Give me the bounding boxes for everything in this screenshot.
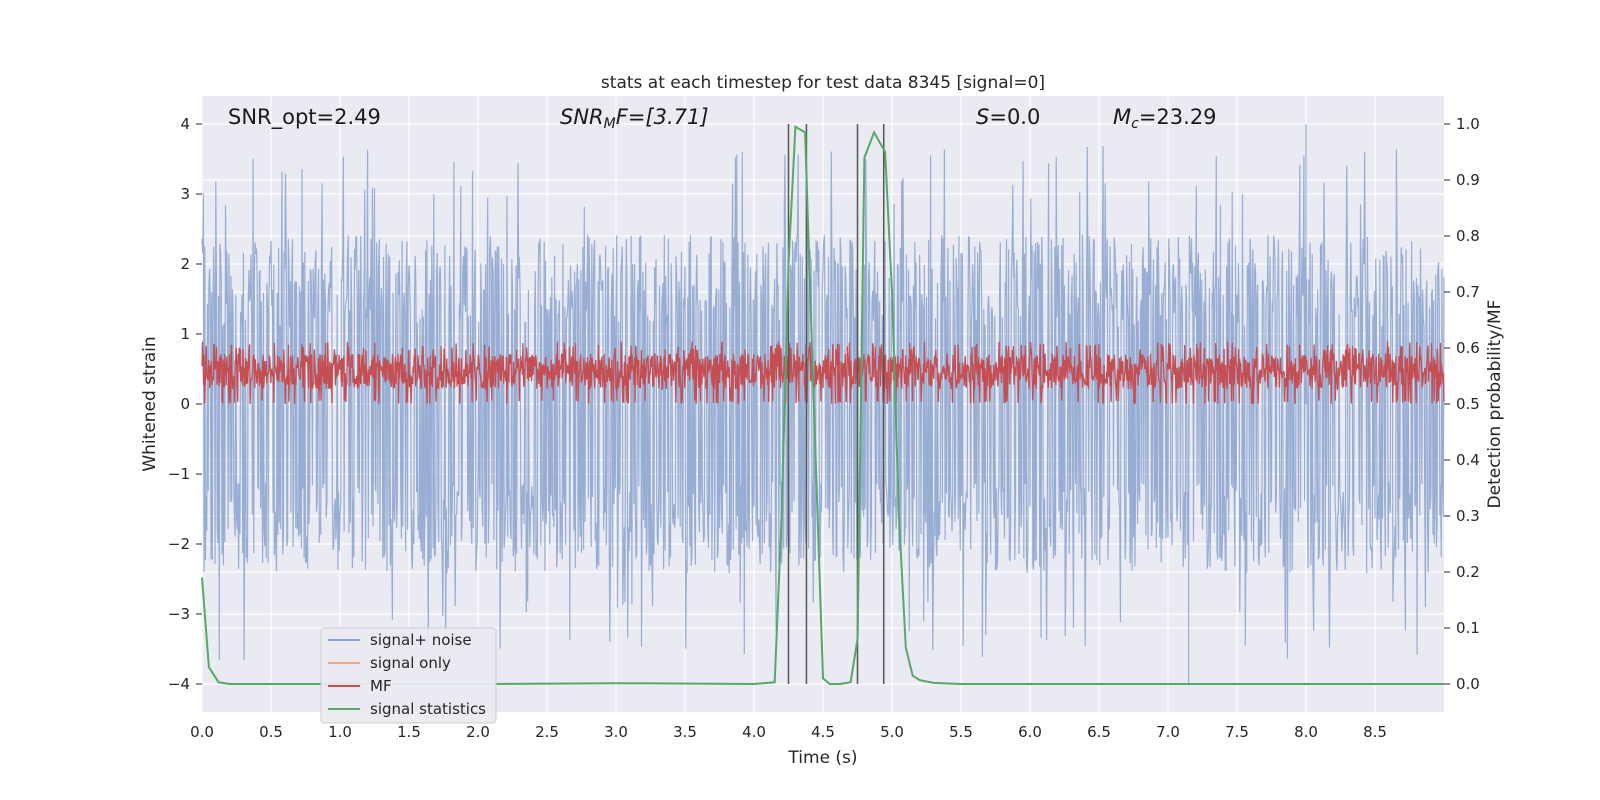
annotation-snr-mf: SNRMF=[3.71] (560, 105, 709, 132)
x-tick-label: 0.5 (259, 723, 283, 741)
y-right-tick-label: 0.8 (1456, 227, 1480, 245)
y-tick-label: −1 (168, 465, 190, 483)
annotation-mc: Mc=23.29 (1113, 105, 1217, 132)
x-tick-label: 5.5 (949, 723, 973, 741)
x-tick-label: 5.0 (880, 723, 904, 741)
x-tick-label: 7.0 (1156, 723, 1180, 741)
y-right-tick-label: 0.2 (1456, 563, 1480, 581)
legend-box (320, 627, 497, 724)
y-tick-label: 2 (180, 255, 190, 273)
x-tick-label: 3.5 (673, 723, 697, 741)
y-tick-label: −2 (168, 535, 190, 553)
y-tick-label: 3 (180, 185, 190, 203)
axes: 0.0 0.5 1.0 1.5 2.0 2.5 3.0 3.5 4.0 4.5 5.0 5.5 6.0 6… (168, 115, 1480, 741)
x-tick-label: 6.0 (1018, 723, 1042, 741)
y-right-tick-label: 0.4 (1456, 451, 1480, 469)
y-right-tick-label: 0.3 (1456, 507, 1480, 525)
legend-label-signal-only: signal only (370, 654, 451, 672)
x-axis-label: Time (s) (787, 748, 857, 768)
grid (201, 96, 1444, 712)
vertical-lines (787, 124, 885, 684)
y-axis-right-label: Detection probability/MF (1485, 300, 1505, 509)
legend-label-mf: MF (370, 677, 392, 695)
x-tick-label: 0.0 (190, 723, 214, 741)
annotation-snr-opt: SNR_opt=2.49 (228, 105, 381, 130)
chart-title: stats at each timestep for test data 834… (601, 73, 1045, 93)
x-tick-label: 4.0 (742, 723, 766, 741)
annotation-s: S=0.0 (976, 105, 1040, 129)
legend: signal+ noise signal only MF signal stat… (320, 627, 497, 724)
y-right-tick-label: 0.9 (1456, 171, 1480, 189)
y-tick-label: −4 (168, 675, 190, 693)
y-tick-label: −3 (168, 605, 190, 623)
y-right-tick-label: 0.6 (1456, 339, 1480, 357)
x-tick-label: 7.5 (1225, 723, 1249, 741)
mf-series (201, 341, 1445, 406)
x-tick-label: 1.5 (397, 723, 421, 741)
x-tick-label: 8.0 (1294, 723, 1318, 741)
y-right-tick-label: 1.0 (1456, 115, 1480, 133)
legend-label-signal-statistics: signal statistics (370, 700, 486, 718)
x-tick-label: 2.5 (535, 723, 559, 741)
mf-line (201, 341, 1445, 406)
x-tick-label: 3.0 (604, 723, 628, 741)
legend-label-signal-noise: signal+ noise (370, 631, 472, 649)
y-axis-label: Whitened strain (140, 336, 160, 471)
y-right-tick-label: 0.7 (1456, 283, 1480, 301)
y-right-tick-label: 0.0 (1456, 675, 1480, 693)
x-tick-label: 1.0 (328, 723, 352, 741)
y-tick-label: 4 (180, 115, 190, 133)
x-tick-label: 6.5 (1087, 723, 1111, 741)
y-right-tick-label: 0.5 (1456, 395, 1480, 413)
y-right-tick-label: 0.1 (1456, 619, 1480, 637)
y-tick-label: 0 (180, 395, 190, 413)
x-tick-label: 8.5 (1363, 723, 1387, 741)
x-tick-label: 2.0 (466, 723, 490, 741)
y-tick-label: 1 (180, 325, 190, 343)
x-tick-label: 4.5 (811, 723, 835, 741)
